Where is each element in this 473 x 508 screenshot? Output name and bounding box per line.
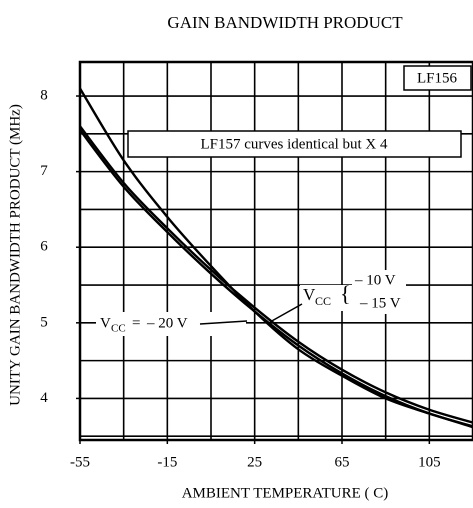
legend-label: – 15 V <box>359 295 401 311</box>
y-tick-label: 8 <box>40 87 48 103</box>
x-tick-label: -15 <box>157 454 177 470</box>
y-axis-label: UNITY GAIN BANDWIDTH PRODUCT (MHz) <box>7 104 23 406</box>
note: LF157 curves identical but X 4 <box>200 136 388 152</box>
vcc-symbol: V <box>303 285 316 304</box>
pointer <box>269 303 303 323</box>
y-tick-label: 5 <box>40 314 48 330</box>
y-tick-label: 4 <box>40 390 48 406</box>
x-tick-label: -55 <box>70 454 90 470</box>
x-tick-label: 105 <box>418 454 441 470</box>
vcc-subscript: CC <box>315 294 331 308</box>
note-box <box>127 130 462 158</box>
plot-frame <box>78 60 473 442</box>
label-bg <box>352 270 406 314</box>
equals: = <box>132 315 140 331</box>
label-bg <box>300 285 352 311</box>
vcc-symbol: V <box>100 315 111 331</box>
pointer <box>199 320 248 325</box>
curves <box>80 87 473 429</box>
y-tick-label: 6 <box>40 239 48 255</box>
vcc-subscript: CC <box>111 323 126 335</box>
label-bg <box>96 312 246 336</box>
label-box <box>403 65 472 91</box>
y-tick-label: 7 <box>40 163 48 179</box>
x-axis-label: AMBIENT TEMPERATURE ( C) <box>182 485 389 501</box>
brace: { <box>340 281 351 306</box>
grid <box>76 60 473 444</box>
x-tick-label: 25 <box>247 454 262 470</box>
chart-title: GAIN BANDWIDTH PRODUCT <box>167 13 403 32</box>
legend-label: – 20 V <box>146 315 188 331</box>
part-label: LF156 <box>417 70 458 86</box>
curve <box>80 129 473 428</box>
x-tick-label: 65 <box>335 454 350 470</box>
legend-label: – 10 V <box>354 272 396 288</box>
curve <box>80 125 473 424</box>
